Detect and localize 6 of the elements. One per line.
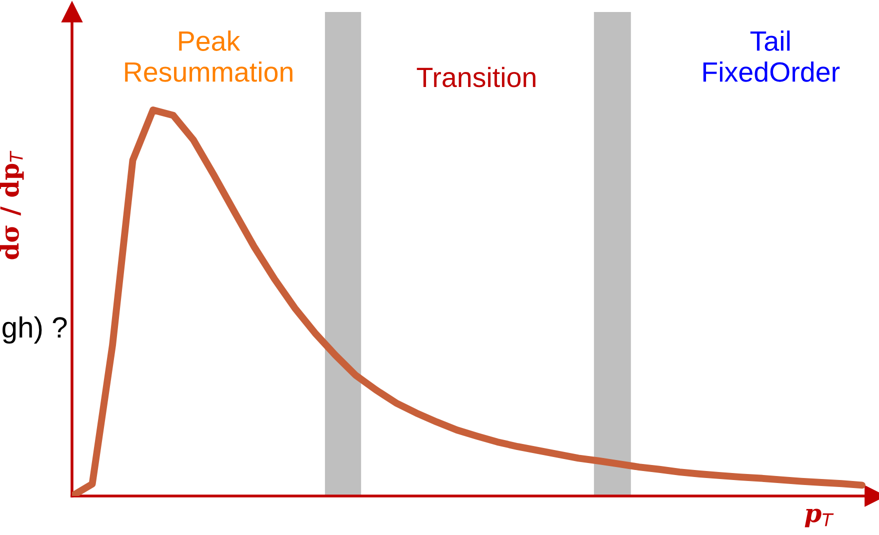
x-axis-title: p$_{T}$ bbox=[804, 508, 834, 528]
y-axis-title: dσ / dp$_{T}$ bbox=[0, 150, 24, 260]
text: Tail FixedOrder bbox=[703, 30, 840, 82]
text: Peak Resummation bbox=[125, 30, 292, 82]
text: Transition bbox=[416, 66, 536, 88]
text: gh) ? bbox=[2, 316, 67, 344]
